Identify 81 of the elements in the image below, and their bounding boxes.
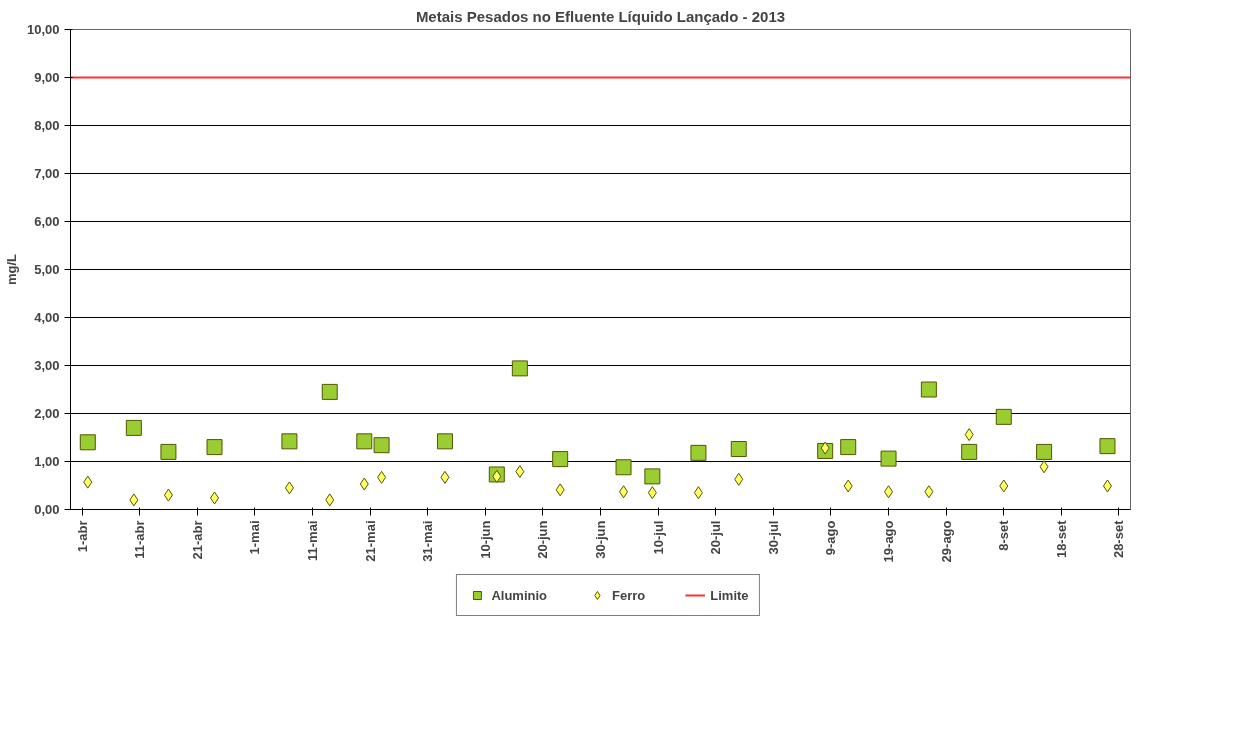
legend-label: Limite xyxy=(710,587,749,603)
y-tick-label: 6,00 xyxy=(34,214,60,229)
y-tick-label: 1,00 xyxy=(34,454,60,469)
point xyxy=(515,465,525,479)
x-tick-label: 28-set xyxy=(1111,519,1127,559)
point xyxy=(325,493,335,507)
point xyxy=(210,491,220,505)
point xyxy=(961,443,978,460)
x-tick-label: 30-jul xyxy=(765,520,781,555)
y-tick-label: 3,00 xyxy=(34,358,60,373)
point xyxy=(734,472,744,486)
point xyxy=(995,408,1012,425)
x-tick-label: 11-abr xyxy=(132,520,148,559)
point xyxy=(83,475,93,489)
point xyxy=(843,479,853,493)
point xyxy=(79,434,96,451)
y-tick-label: 4,00 xyxy=(34,310,60,325)
x-tick-label: 29-ago xyxy=(938,520,954,563)
point xyxy=(359,477,369,491)
point xyxy=(693,486,703,500)
point xyxy=(281,433,298,450)
y-tick-label: 9,00 xyxy=(34,70,60,85)
x-tick-label: 11-mai xyxy=(304,520,320,561)
y-axis-title: mg/L xyxy=(3,253,19,286)
point xyxy=(321,383,338,400)
point xyxy=(619,485,629,499)
point xyxy=(492,469,502,483)
point xyxy=(377,470,387,484)
point xyxy=(206,439,223,456)
x-tick-label: 18-set xyxy=(1053,519,1069,559)
x-tick-label: 10-jun xyxy=(477,520,493,559)
point xyxy=(964,428,974,442)
point xyxy=(356,433,373,450)
point xyxy=(690,444,707,461)
y-tick-label: 10,00 xyxy=(26,22,60,37)
chart-title: Metais Pesados no Efluente Líquido Lançado - 2013 xyxy=(415,7,786,25)
x-tick-label: 8-set xyxy=(996,519,1012,551)
point xyxy=(440,470,450,484)
x-tick-label: 9-ago xyxy=(823,520,839,556)
point xyxy=(373,437,390,454)
point xyxy=(644,468,661,485)
point xyxy=(880,450,897,467)
x-tick-label: 20-jul xyxy=(708,520,724,555)
y-tick-label: 8,00 xyxy=(34,118,60,133)
point xyxy=(129,493,139,507)
point xyxy=(1036,443,1053,460)
point xyxy=(840,439,857,456)
y-tick-label: 7,00 xyxy=(34,166,60,181)
x-tick-label: 30-jun xyxy=(593,520,608,559)
point xyxy=(920,381,937,398)
point xyxy=(1039,460,1049,474)
x-tick-label: 19-ago xyxy=(881,520,897,563)
x-tick-label: 21-mai xyxy=(362,520,378,562)
point xyxy=(884,485,894,499)
point xyxy=(1102,479,1112,493)
x-tick-label: 31-mai xyxy=(420,520,436,562)
x-tick-label: 1-mai xyxy=(247,520,263,555)
x-tick-label: 20-jun xyxy=(535,520,551,559)
x-tick-label: 1-abr xyxy=(74,520,90,553)
point xyxy=(730,441,747,458)
point xyxy=(511,360,528,377)
point xyxy=(1099,438,1116,455)
point xyxy=(160,443,177,460)
legend-label: Aluminio xyxy=(491,587,548,603)
point xyxy=(284,481,294,495)
x-tick-label: 21-abr xyxy=(189,520,205,560)
y-tick-label: 2,00 xyxy=(34,406,60,421)
legend-label: Ferro xyxy=(612,587,646,603)
point xyxy=(163,488,173,502)
point xyxy=(999,479,1009,493)
point xyxy=(820,441,830,455)
y-tick-label: 5,00 xyxy=(34,262,60,277)
point xyxy=(552,451,569,468)
point xyxy=(555,483,565,497)
point xyxy=(125,419,142,436)
point xyxy=(436,433,453,450)
x-tick-label: 10-jul xyxy=(650,520,666,555)
point xyxy=(615,459,632,476)
point xyxy=(924,485,934,499)
point xyxy=(647,486,657,500)
y-tick-label: 0,00 xyxy=(34,502,60,517)
